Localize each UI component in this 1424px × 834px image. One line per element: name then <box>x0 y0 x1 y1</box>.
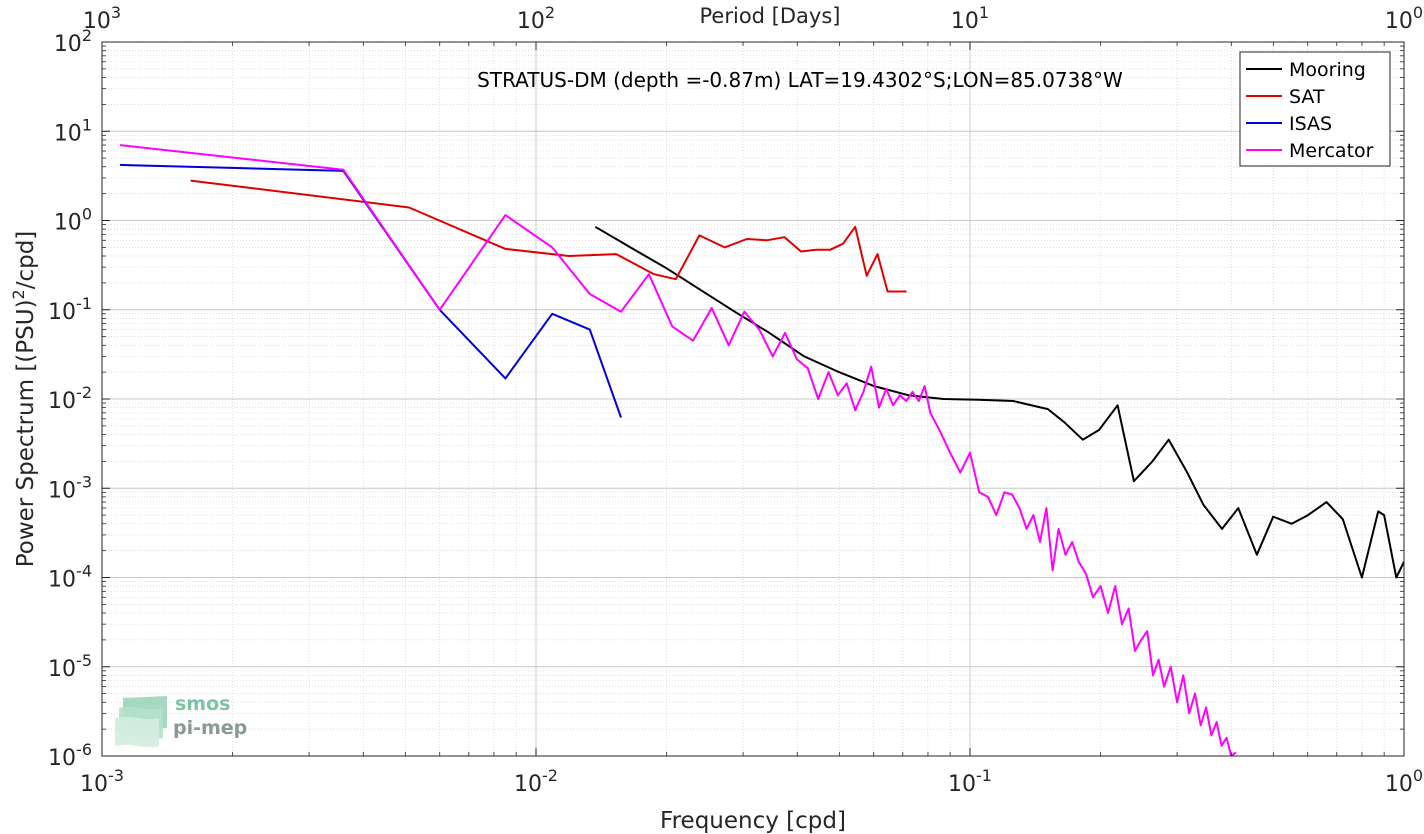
y-tick-label-base: 10 <box>48 389 76 414</box>
x-top-tick-labels: 103 102 101 100 <box>83 3 1423 34</box>
x-top-tick-label: 101 <box>951 3 989 34</box>
x-top-tick-label: 100 <box>1385 3 1423 34</box>
x-tick-label: 10-2 <box>514 766 558 797</box>
y-tick-label: 10-1 <box>48 294 92 325</box>
x-top-tick-label: 103 <box>83 3 121 34</box>
x-top-tick-label-base: 10 <box>951 9 979 34</box>
y-tick-label-exp: 0 <box>82 205 92 224</box>
logo-text-pimep: pi-mep <box>173 717 247 739</box>
series-line-mooring <box>594 225 1404 579</box>
y-tick-label: 10-6 <box>48 740 92 771</box>
x-tick-label-exp: -1 <box>976 766 992 785</box>
y-tick-label-base: 10 <box>54 211 82 236</box>
y-tick-label-exp: -5 <box>76 651 92 670</box>
y-axis-label-main: Power Spectrum [(PSU) <box>13 299 39 567</box>
minor-grid <box>102 42 1404 756</box>
y-tick-label: 102 <box>54 26 92 57</box>
x-top-tick-label-base: 10 <box>517 9 545 34</box>
x-axis-label: Frequency [cpd] <box>660 808 846 834</box>
y-tick-label: 10-5 <box>48 651 92 682</box>
legend-items: Mooring SAT ISAS Mercator <box>1246 59 1374 162</box>
y-tick-label-exp: -1 <box>76 294 92 313</box>
y-tick-label-base: 10 <box>54 121 82 146</box>
y-tick-label-exp: 2 <box>82 26 92 45</box>
y-tick-label-exp: -6 <box>76 740 92 759</box>
y-tick-label: 10-4 <box>48 562 92 593</box>
axis-ticks <box>101 41 1405 757</box>
x-top-tick-label: 102 <box>517 3 555 34</box>
y-axis-label-sup: 2 <box>9 289 28 299</box>
x-top-tick-label-base: 10 <box>83 9 111 34</box>
x-top-tick-label-exp: 3 <box>111 3 121 22</box>
x-top-tick-label-base: 10 <box>1385 9 1413 34</box>
x-top-axis-label: Period [Days] <box>700 4 841 28</box>
x-tick-label-exp: -2 <box>542 766 558 785</box>
legend: Mooring SAT ISAS Mercator <box>1239 51 1391 167</box>
x-tick-label-base: 10 <box>80 772 108 797</box>
y-tick-label-base: 10 <box>48 478 76 503</box>
logo-text-smos: smos <box>175 693 230 715</box>
x-tick-label: 10-1 <box>948 766 992 797</box>
y-tick-label: 101 <box>54 115 92 146</box>
legend-label-isas: ISAS <box>1289 113 1332 135</box>
x-tick-label-exp: -3 <box>108 766 124 785</box>
y-tick-label-base: 10 <box>48 300 76 325</box>
chart-title: STRATUS-DM (depth =-0.87m) LAT=19.4302°S… <box>477 68 1123 92</box>
y-tick-label-base: 10 <box>48 657 76 682</box>
y-tick-label: 10-3 <box>48 472 92 503</box>
y-tick-label: 100 <box>54 205 92 236</box>
y-tick-label-exp: -4 <box>76 562 92 581</box>
series-line-mercator <box>119 144 1237 756</box>
legend-box <box>1239 51 1391 167</box>
y-tick-label-base: 10 <box>48 746 76 771</box>
y-tick-label-exp: -3 <box>76 472 92 491</box>
y-tick-label-exp: -2 <box>76 383 92 402</box>
legend-label-mooring: Mooring <box>1289 59 1366 81</box>
x-top-tick-label-exp: 0 <box>1413 3 1423 22</box>
x-tick-label: 100 <box>1385 766 1423 797</box>
logo-layer-front <box>115 716 159 748</box>
watermark-logo: smos pi-mep <box>115 693 247 748</box>
legend-label-mercator: Mercator <box>1289 140 1374 162</box>
series-layer <box>119 144 1404 756</box>
x-top-tick-label-exp: 2 <box>545 3 555 22</box>
x-tick-labels: 10-3 10-2 10-1 100 <box>80 766 1423 797</box>
y-axis-label: Power Spectrum [(PSU)2/cpd] <box>9 231 39 568</box>
y-tick-label-base: 10 <box>54 32 82 57</box>
x-tick-label-base: 10 <box>948 772 976 797</box>
x-top-tick-label-exp: 1 <box>979 3 989 22</box>
y-axis-label-tail: /cpd] <box>13 231 39 290</box>
x-tick-label: 10-3 <box>80 766 124 797</box>
y-tick-label-base: 10 <box>48 568 76 593</box>
x-tick-label-base: 10 <box>1385 772 1413 797</box>
y-tick-label-exp: 1 <box>82 115 92 134</box>
series-line-sat <box>190 179 907 293</box>
legend-label-sat: SAT <box>1289 86 1325 108</box>
x-tick-label-exp: 0 <box>1413 766 1423 785</box>
y-tick-label: 10-2 <box>48 383 92 414</box>
x-tick-label-base: 10 <box>514 772 542 797</box>
